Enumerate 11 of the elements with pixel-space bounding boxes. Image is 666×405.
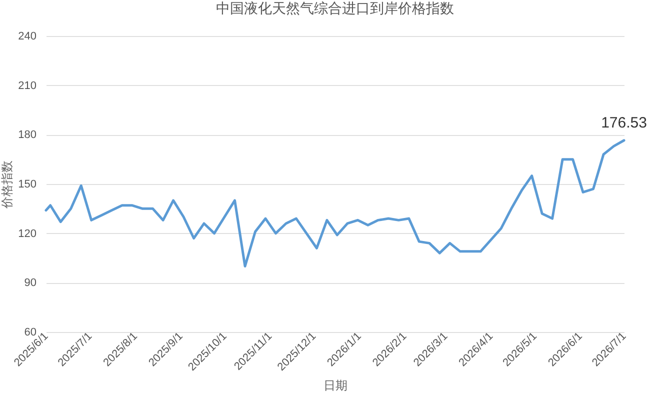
y-tick-label: 240	[18, 30, 36, 42]
y-tick-label: 120	[18, 228, 36, 240]
line-series	[44, 139, 626, 268]
y-tick-label: 180	[18, 129, 36, 142]
y-tick-label: 90	[24, 277, 36, 290]
data-label: 176.53	[601, 114, 647, 132]
y-axis-title: 价格指数	[0, 160, 14, 210]
y-tick-label: 210	[18, 80, 36, 92]
chart-title: 中国液化天然气综合进口到岸价格指数	[216, 0, 454, 16]
x-axis-title: 日期	[324, 378, 348, 393]
y-tick-label: 150	[18, 178, 36, 190]
